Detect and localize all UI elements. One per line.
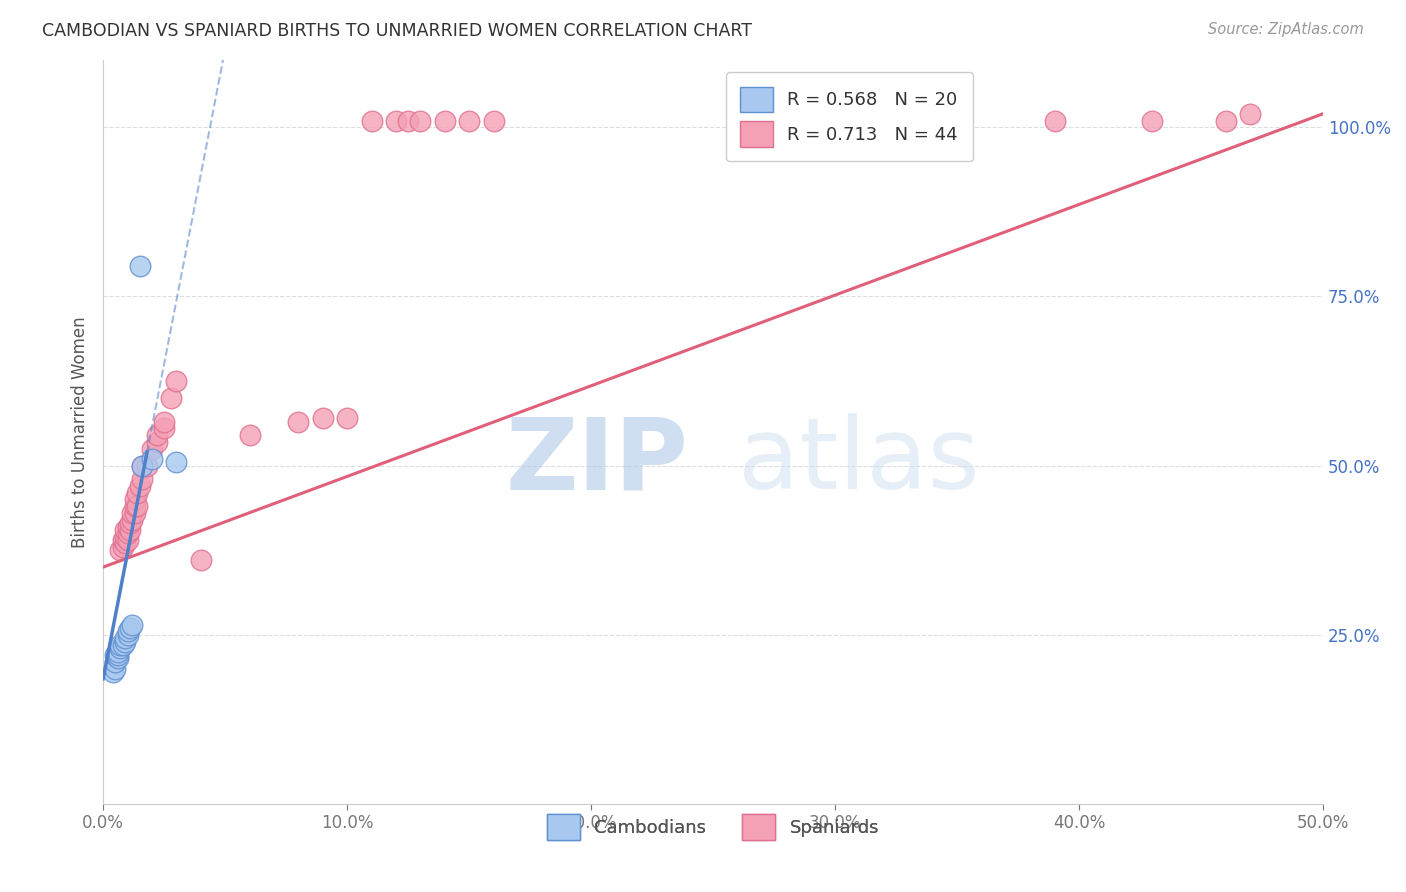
Point	[124, 500, 146, 514]
Point	[108, 543, 131, 558]
Point	[165, 374, 187, 388]
Point	[114, 530, 136, 544]
Text: ZIP: ZIP	[506, 413, 689, 510]
Point	[111, 638, 134, 652]
Point	[118, 523, 141, 537]
Point	[121, 513, 143, 527]
Point	[107, 645, 129, 659]
Point	[360, 113, 382, 128]
Point	[336, 411, 359, 425]
Point	[1239, 107, 1261, 121]
Point	[190, 553, 212, 567]
Point	[117, 533, 139, 547]
Point	[136, 458, 159, 473]
Point	[238, 428, 260, 442]
Point	[117, 526, 139, 541]
Y-axis label: Births to Unmarried Women: Births to Unmarried Women	[72, 316, 89, 548]
Text: Source: ZipAtlas.com: Source: ZipAtlas.com	[1208, 22, 1364, 37]
Point	[396, 113, 419, 128]
Point	[117, 519, 139, 533]
Point	[101, 665, 124, 679]
Point	[121, 617, 143, 632]
Point	[121, 506, 143, 520]
Point	[117, 624, 139, 639]
Point	[117, 628, 139, 642]
Point	[385, 113, 408, 128]
Point	[1043, 113, 1066, 128]
Point	[287, 415, 309, 429]
Point	[128, 479, 150, 493]
Point	[131, 472, 153, 486]
Point	[111, 533, 134, 547]
Point	[118, 621, 141, 635]
Point	[104, 662, 127, 676]
Point	[104, 655, 127, 669]
Point	[107, 651, 129, 665]
Point	[114, 523, 136, 537]
Point	[1215, 113, 1237, 128]
Point	[153, 415, 176, 429]
Point	[108, 638, 131, 652]
Point	[111, 540, 134, 554]
Point	[108, 641, 131, 656]
Point	[146, 428, 169, 442]
Legend: Cambodians, Spaniards: Cambodians, Spaniards	[540, 807, 886, 847]
Point	[141, 442, 163, 456]
Point	[114, 631, 136, 645]
Text: atlas: atlas	[738, 413, 979, 510]
Point	[141, 451, 163, 466]
Point	[146, 434, 169, 449]
Point	[1142, 113, 1164, 128]
Point	[458, 113, 481, 128]
Point	[312, 411, 335, 425]
Point	[128, 259, 150, 273]
Point	[153, 421, 176, 435]
Point	[409, 113, 432, 128]
Point	[118, 516, 141, 530]
Point	[124, 492, 146, 507]
Point	[127, 500, 149, 514]
Point	[107, 648, 129, 662]
Point	[482, 113, 505, 128]
Point	[165, 455, 187, 469]
Text: CAMBODIAN VS SPANIARD BIRTHS TO UNMARRIED WOMEN CORRELATION CHART: CAMBODIAN VS SPANIARD BIRTHS TO UNMARRIE…	[42, 22, 752, 40]
Point	[127, 485, 149, 500]
Point	[160, 391, 183, 405]
Point	[104, 648, 127, 662]
Point	[114, 536, 136, 550]
Point	[114, 634, 136, 648]
Point	[433, 113, 456, 128]
Point	[131, 458, 153, 473]
Point	[131, 458, 153, 473]
Point	[124, 506, 146, 520]
